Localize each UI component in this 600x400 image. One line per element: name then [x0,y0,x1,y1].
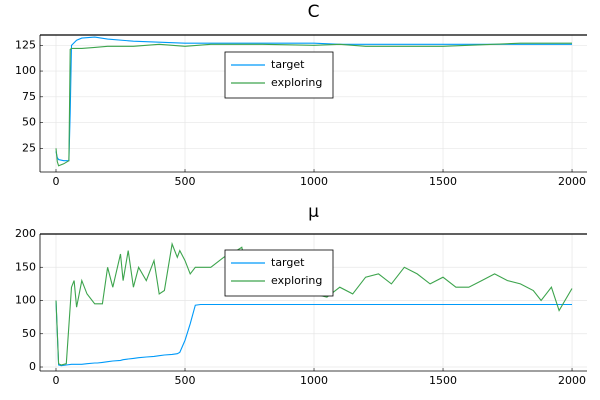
legend-label: exploring [271,76,322,89]
x-tick-label: 500 [175,175,196,188]
y-tick-label: 200 [15,227,36,240]
x-tick-label: 2000 [558,175,586,188]
y-tick-label: 50 [22,327,36,340]
x-tick-label: 500 [175,374,196,387]
chart-title: μ [308,202,319,222]
legend-label: target [271,58,305,71]
x-tick-label: 2000 [558,374,586,387]
legend-label: target [271,256,305,269]
y-tick-label: 150 [15,260,36,273]
x-tick-label: 1500 [429,175,457,188]
y-tick-label: 25 [22,141,36,154]
x-tick-label: 0 [52,175,59,188]
x-tick-label: 0 [52,374,59,387]
series-line [55,36,572,162]
y-tick-label: 50 [22,116,36,129]
legend-box [224,51,334,99]
x-tick-label: 1000 [300,175,328,188]
legend-label: exploring [271,274,322,287]
chart-title: C [308,2,320,22]
x-tick-label: 1500 [429,374,457,387]
y-tick-label: 100 [15,64,36,77]
series-line [55,241,573,366]
y-tick-label: 75 [22,90,36,103]
series-line [55,300,572,367]
y-tick-label: 100 [15,294,36,307]
legend-box [224,249,334,297]
y-tick-label: 0 [29,360,36,373]
y-tick-label: 125 [15,38,36,51]
x-tick-label: 1000 [300,374,328,387]
series-line [55,42,572,167]
